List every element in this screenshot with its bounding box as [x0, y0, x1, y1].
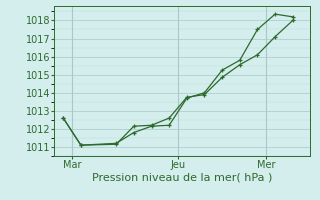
X-axis label: Pression niveau de la mer( hPa ): Pression niveau de la mer( hPa ): [92, 173, 273, 183]
